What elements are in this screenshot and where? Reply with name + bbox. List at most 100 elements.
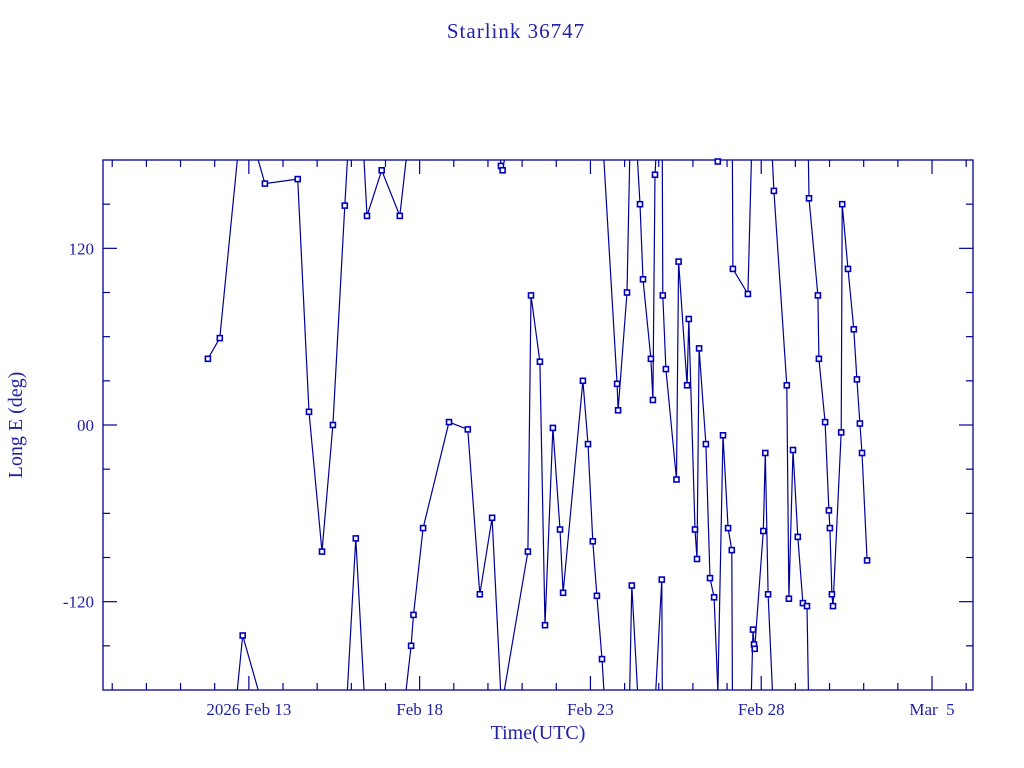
data-point-marker xyxy=(527,292,535,299)
data-point-marker xyxy=(685,315,693,323)
data-point-marker xyxy=(761,449,769,457)
data-point-marker xyxy=(549,424,557,432)
data-point-marker xyxy=(649,396,657,404)
data-point-marker xyxy=(714,158,722,165)
data-point-marker xyxy=(853,376,861,383)
data-point-marker xyxy=(828,590,836,598)
data-point-marker xyxy=(556,526,564,533)
data-point-marker xyxy=(613,380,621,388)
data-point-marker xyxy=(693,555,701,563)
data-point-marker xyxy=(419,524,427,532)
data-point-marker xyxy=(710,593,718,601)
data-point-marker xyxy=(844,265,852,273)
data-point-marker xyxy=(856,420,864,427)
data-point-marker xyxy=(636,200,644,208)
data-point-marker xyxy=(858,449,866,457)
data-point-marker xyxy=(589,537,597,545)
data-point-marker xyxy=(623,289,631,296)
data-point-marker xyxy=(751,645,759,653)
data-point-marker xyxy=(614,406,622,414)
data-point-marker xyxy=(691,526,699,533)
data-point-marker xyxy=(706,574,714,582)
data-point-marker xyxy=(825,507,833,514)
y-axis-label: Long E (deg) xyxy=(5,372,27,479)
data-point-marker xyxy=(837,429,845,436)
data-point-marker xyxy=(341,202,349,209)
data-point-marker xyxy=(805,195,813,202)
series-line-segment xyxy=(655,579,663,691)
data-point-marker xyxy=(794,533,802,541)
data-point-marker xyxy=(675,258,682,265)
series-line-segment xyxy=(346,538,365,691)
data-point-marker xyxy=(863,557,871,564)
data-point-marker xyxy=(658,576,666,583)
data-point-marker xyxy=(541,621,549,629)
data-point-marker xyxy=(749,626,757,633)
x-tick-label: Mar 5 xyxy=(909,700,954,719)
data-point-marker xyxy=(524,548,532,555)
data-point-marker xyxy=(378,167,386,174)
data-point-marker xyxy=(536,358,544,366)
data-point-marker xyxy=(329,421,337,429)
data-point-marker xyxy=(764,590,772,598)
data-point-marker xyxy=(651,171,659,178)
data-point-marker xyxy=(407,642,415,650)
data-point-marker xyxy=(719,431,727,439)
data-point-marker xyxy=(850,325,858,333)
x-tick-label: Feb 18 xyxy=(396,700,443,719)
data-point-marker xyxy=(216,334,224,342)
x-tick-label: 2026 Feb 13 xyxy=(206,700,291,719)
data-point-marker xyxy=(363,212,371,220)
data-point-marker xyxy=(204,355,212,363)
chart-title: Starlink 36747 xyxy=(447,19,585,43)
data-point-marker xyxy=(829,602,837,610)
data-point-marker xyxy=(662,365,670,373)
data-point-marker xyxy=(559,589,567,597)
data-point-marker xyxy=(814,292,822,299)
data-point-marker xyxy=(647,355,655,363)
data-point-marker xyxy=(488,514,496,522)
series-line-segment xyxy=(807,159,868,607)
data-point-marker xyxy=(695,345,703,352)
data-point-marker xyxy=(593,592,601,600)
y-tick-label: 00 xyxy=(77,416,94,435)
x-tick-label: Feb 23 xyxy=(567,700,614,719)
data-point-marker xyxy=(499,167,506,174)
series-line-segment xyxy=(363,159,407,217)
data-point-marker xyxy=(724,524,732,532)
series-line-segment xyxy=(717,435,734,691)
data-point-marker xyxy=(318,548,326,555)
data-point-marker xyxy=(759,527,767,535)
data-point-marker xyxy=(598,655,606,663)
series-line-segment xyxy=(257,159,348,552)
data-point-marker xyxy=(294,175,302,183)
data-point-marker xyxy=(803,602,811,610)
data-point-marker xyxy=(744,290,752,298)
data-point-marker xyxy=(729,265,737,273)
series-line-segment xyxy=(629,585,639,691)
data-point-marker xyxy=(628,582,636,589)
plot-area: 2026 Feb 13 Feb 18 Feb 23 Feb 28 Mar 5 -120 00… xyxy=(63,158,974,719)
x-axis-label: Time(UTC) xyxy=(491,722,586,744)
data-point-marker xyxy=(702,440,710,448)
y-tick-label: 120 xyxy=(69,239,95,258)
data-point-marker xyxy=(410,611,417,619)
data-point-marker xyxy=(659,292,667,299)
series-line-segment xyxy=(603,159,631,411)
data-point-marker xyxy=(396,212,404,220)
data-point-marker xyxy=(826,524,834,532)
series-line-segment xyxy=(236,635,259,691)
data-point-marker xyxy=(464,426,472,433)
data-point-marker xyxy=(783,381,791,389)
data-point-marker xyxy=(683,381,691,389)
series-line-segment xyxy=(771,159,809,691)
data-point-marker xyxy=(239,632,246,639)
data-point-marker xyxy=(305,408,313,416)
data-point-marker xyxy=(673,476,680,483)
series-line-segment xyxy=(207,159,238,360)
data-point-marker xyxy=(639,275,647,283)
data-point-marker xyxy=(445,418,453,426)
data-point-marker xyxy=(789,446,797,454)
